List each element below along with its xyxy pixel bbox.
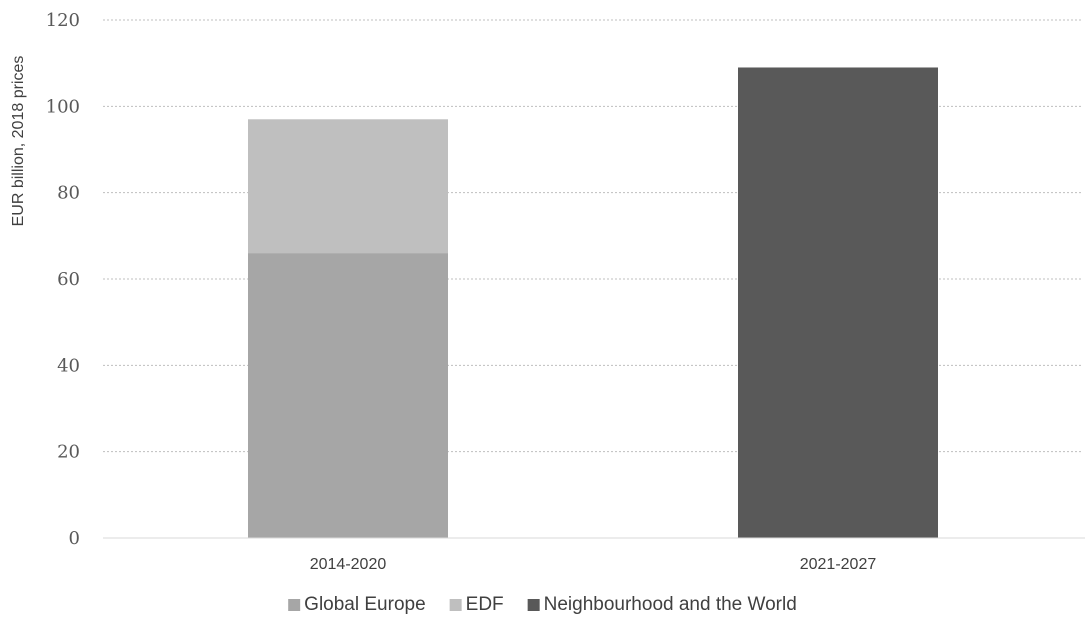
legend-item: Global Europe [288, 594, 426, 615]
legend: Global Europe EDF Neighbourhood and the Wo… [288, 594, 797, 615]
legend-swatch [449, 599, 462, 611]
y-tick-label: 100 [46, 96, 80, 117]
legend-label: EDF [466, 594, 504, 615]
y-tick-label: 60 [57, 269, 80, 290]
legend-item: Neighbourhood and the World [527, 594, 797, 615]
legend-label: Neighbourhood and the World [544, 594, 797, 615]
y-tick-label: 40 [57, 355, 80, 376]
x-tick-labels: 2014-2020 2021-2027 [310, 556, 877, 573]
bar-segment [248, 253, 448, 538]
y-tick-label: 80 [57, 183, 80, 204]
bars [248, 67, 938, 538]
bar-segment [248, 119, 448, 254]
x-tick-label: 2014-2020 [310, 556, 387, 573]
y-tick-labels: 0 20 40 60 80 100 120 [46, 10, 80, 549]
y-tick-label: 20 [57, 442, 80, 463]
y-axis-label: EUR billion, 2018 prices [10, 56, 27, 227]
legend-item: EDF [449, 594, 504, 615]
y-tick-label: 0 [69, 528, 80, 549]
legend-swatch [527, 599, 540, 611]
y-tick-label: 120 [46, 10, 80, 31]
x-tick-label: 2021-2027 [800, 556, 877, 573]
legend-swatch [288, 599, 301, 611]
bar-segment [738, 67, 938, 538]
legend-label: Global Europe [304, 594, 425, 615]
